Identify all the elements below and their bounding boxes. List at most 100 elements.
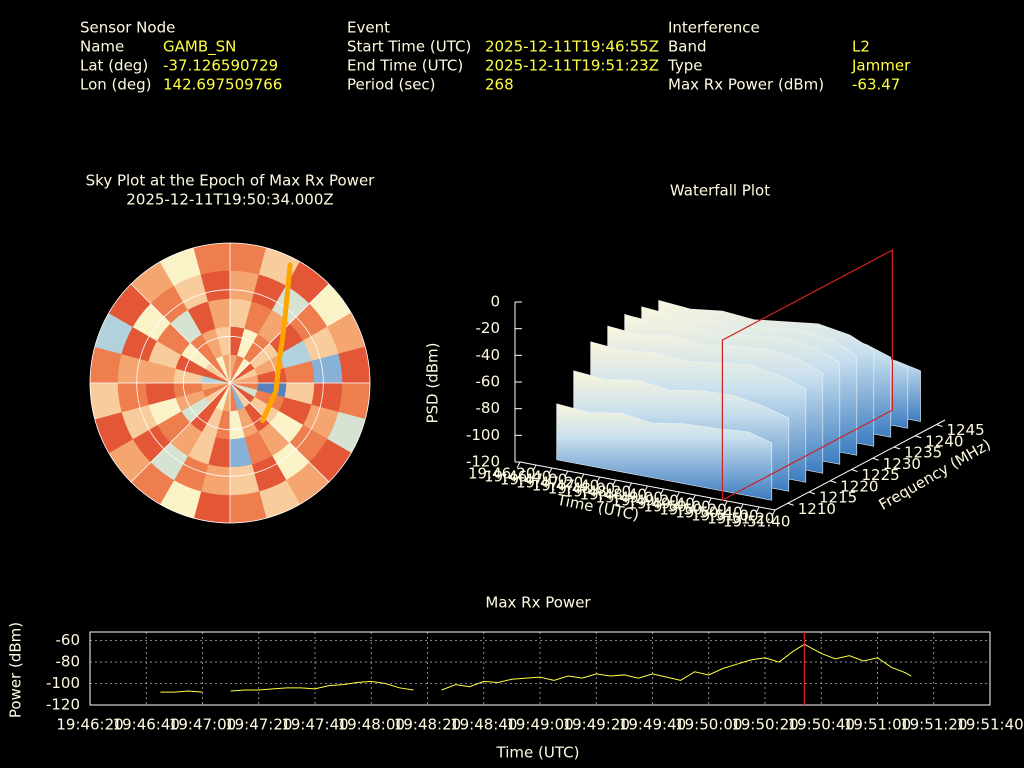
time-tick-label: 19:49:20 [611, 492, 678, 510]
time-tick [675, 491, 680, 499]
time-tick [644, 485, 648, 493]
time-tick [691, 494, 696, 502]
time-tick [771, 509, 776, 517]
time-tick-label: 19:46:40 [484, 468, 551, 486]
azimuth-line [130, 283, 231, 384]
frequency-tick-label: 1215 [819, 489, 857, 507]
time-tick-label: 19:48:00 [548, 480, 615, 498]
field-value: 2025-12-11T19:46:55Z [485, 38, 659, 56]
x-tick-label: 19:46:20 [56, 716, 123, 734]
section-heading: Sensor Node [80, 19, 175, 37]
z-axis-label: PSD (dBm) [424, 342, 442, 423]
azimuth-line [229, 382, 330, 483]
x-tick-label: 19:50:40 [788, 716, 855, 734]
z-tick-label: -120 [466, 453, 500, 471]
frequency-tick [787, 502, 794, 506]
section-heading: Interference [668, 19, 760, 37]
frequency-tick [851, 469, 858, 472]
frequency-tick-label: 1235 [904, 444, 942, 462]
frequency-tick-label: 1230 [883, 455, 921, 473]
x-tick-label: 19:50:00 [675, 716, 742, 734]
time-tick-label: 19:51:40 [723, 513, 790, 531]
time-tick [628, 482, 633, 490]
time-tick [532, 464, 537, 472]
field-value: 142.697509766 [163, 76, 282, 94]
frequency-tick [915, 435, 922, 439]
time-tick [659, 488, 664, 496]
z-tick-label: 0 [490, 293, 500, 311]
time-tick [516, 461, 521, 469]
z-tick-label: -80 [476, 399, 501, 417]
time-tick [707, 497, 712, 505]
frequency-tick [936, 424, 943, 427]
x-tick-label: 19:49:00 [506, 716, 573, 734]
psd-row [556, 403, 773, 501]
time-tick [755, 506, 760, 514]
time-tick-label: 19:46:20 [468, 465, 535, 483]
field-label: Period (sec) [347, 76, 436, 94]
field-value: L2 [852, 38, 870, 56]
x-tick-label: 19:51:00 [844, 716, 911, 734]
time-tick-label: 19:51:20 [707, 510, 774, 528]
x-tick-label: 19:48:00 [338, 716, 405, 734]
x-axis-label: Time (UTC) [496, 744, 580, 762]
x-tick-label: 19:47:00 [169, 716, 236, 734]
x-tick-label: 19:47:20 [225, 716, 292, 734]
frequency-tick-label: 1210 [798, 500, 836, 518]
frequency-tick-label: 1245 [947, 421, 985, 439]
field-value: 268 [485, 76, 514, 94]
frequency-tick [893, 446, 901, 450]
x-tick-label: 19:51:20 [900, 716, 967, 734]
field-value: 2025-12-11T19:51:23Z [485, 57, 659, 75]
field-value: Jammer [851, 57, 911, 75]
time-tick-label: 19:47:20 [516, 474, 583, 492]
time-tick-label: 19:48:40 [580, 486, 647, 504]
x-tick-label: 19:51:40 [956, 716, 1023, 734]
time-tick-label: 19:51:00 [691, 507, 758, 525]
time-tick [723, 500, 728, 508]
x-tick-label: 19:48:20 [394, 716, 461, 734]
x-tick-label: 19:46:40 [113, 716, 180, 734]
frequency-tick-label: 1225 [862, 466, 900, 484]
line-title: Max Rx Power [485, 594, 591, 612]
y-tick-label: -80 [56, 653, 81, 671]
time-tick-label: 19:50:40 [675, 504, 742, 522]
time-tick-label: 19:48:20 [564, 483, 631, 501]
section-heading: Event [347, 19, 390, 37]
max-power-plane [721, 249, 894, 502]
field-value: -37.126590729 [163, 57, 278, 75]
y-tick-label: -60 [56, 631, 81, 649]
time-tick [612, 479, 617, 487]
field-label: Type [667, 57, 702, 75]
x-tick-label: 19:48:40 [450, 716, 517, 734]
z-tick-label: -40 [476, 346, 501, 364]
frequency-tick [808, 491, 816, 495]
time-tick [548, 467, 553, 475]
x-tick-label: 19:50:20 [731, 716, 798, 734]
time-tick-label: 19:49:40 [627, 495, 694, 513]
x-tick-label: 19:47:40 [281, 716, 348, 734]
field-label: Start Time (UTC) [347, 38, 471, 56]
sky-title: Sky Plot at the Epoch of Max Rx Power [86, 172, 376, 190]
y-axis-label: Power (dBm) [7, 622, 25, 718]
frequency-axis [774, 419, 946, 511]
time-tick-label: 19:49:00 [596, 489, 663, 507]
field-label: End Time (UTC) [347, 57, 463, 75]
time-tick-label: 19:50:00 [643, 498, 710, 516]
time-tick-label: 19:47:00 [500, 471, 567, 489]
z-tick-label: -20 [476, 319, 501, 337]
z-tick-label: -60 [476, 373, 501, 391]
field-label: Lon (deg) [80, 76, 152, 94]
field-label: Name [80, 38, 124, 56]
time-tick [564, 470, 569, 478]
sky-subtitle: 2025-12-11T19:50:34.000Z [126, 191, 333, 209]
time-tick [596, 476, 601, 484]
field-value: GAMB_SN [163, 38, 236, 57]
z-tick-label: -100 [466, 426, 500, 444]
x-tick-label: 19:49:20 [563, 716, 630, 734]
frequency-tick [830, 480, 837, 484]
time-tick-label: 19:50:20 [659, 501, 726, 519]
frequency-tick-label: 1240 [925, 432, 963, 450]
frequency-tick [872, 457, 879, 461]
